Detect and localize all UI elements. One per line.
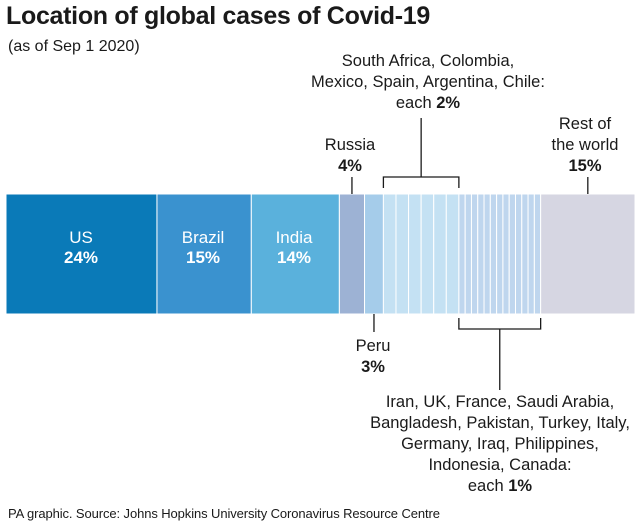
bar-segment-saudi-arabia — [477, 193, 485, 315]
label-peru: Peru 3% — [333, 336, 413, 378]
bar-segment-russia — [338, 193, 366, 315]
bar-segment-uk — [464, 193, 472, 315]
bar-segment-spain — [420, 193, 435, 315]
label-us: US 24% — [6, 228, 156, 268]
label-brazil-pct: 15% — [185, 248, 221, 267]
bar-segment-south-africa — [382, 193, 397, 315]
label-group-1pct: Iran, UK, France, Saudi Arabia, Banglade… — [350, 392, 640, 497]
bracket-group-1pct — [458, 318, 542, 330]
bar-segment-argentina — [433, 193, 447, 315]
label-brazil: Brazil 15% — [156, 228, 250, 268]
label-russia: Russia 4% — [310, 135, 390, 177]
label-rest-line2: the world — [551, 136, 619, 154]
chart-title: Location of global cases of Covid-19 — [6, 2, 430, 30]
label-india-name: India — [275, 228, 313, 247]
bracket-group-2pct — [382, 176, 460, 188]
chart-subtitle: (as of Sep 1 2020) — [8, 38, 140, 55]
bar-segment-colombia — [395, 193, 410, 315]
label-group-2pct-line1: South Africa, Colombia, — [341, 52, 515, 70]
label-group-1pct-line1: Iran, UK, France, Saudi Arabia, — [385, 393, 615, 411]
bar-segment-iran — [458, 193, 466, 315]
label-rest-line1: Rest of — [558, 115, 612, 133]
label-us-pct: 24% — [63, 248, 99, 267]
bar-segment-italy — [502, 193, 510, 315]
label-group-2pct-pct: 2% — [436, 94, 461, 112]
bar-segment-pakistan — [489, 193, 498, 315]
source-footer: PA graphic. Source: Johns Hopkins Univer… — [8, 506, 440, 521]
label-us-name: US — [69, 228, 93, 247]
bar-segment-turkey — [496, 193, 504, 315]
label-brazil-name: Brazil — [181, 228, 225, 247]
label-russia-pct: 4% — [338, 157, 362, 175]
bar-segment-us — [5, 193, 158, 315]
label-peru-name: Peru — [355, 337, 391, 355]
label-group-2pct: South Africa, Colombia, Mexico, Spain, A… — [283, 51, 573, 114]
bar-segment-mexico — [408, 193, 422, 315]
bar-segment-philippines — [521, 193, 529, 315]
label-group-1pct-pct: 1% — [508, 477, 533, 495]
bar-segment-canada — [533, 193, 542, 315]
label-group-1pct-line2: Bangladesh, Pakistan, Turkey, Italy, — [370, 414, 630, 432]
bar-segment-indonesia — [527, 193, 535, 315]
bar-segment-chile — [445, 193, 460, 315]
bar-segment-bangladesh — [483, 193, 491, 315]
label-peru-pct: 3% — [361, 358, 385, 376]
bar-segment-peru — [364, 193, 384, 315]
label-russia-name: Russia — [324, 136, 376, 154]
bar-segment-india — [250, 193, 340, 315]
label-india: India 14% — [250, 228, 338, 268]
bar-segment-iraq — [514, 193, 523, 315]
label-india-pct: 14% — [276, 248, 312, 267]
label-group-2pct-each: each — [395, 94, 437, 112]
label-group-2pct-line2: Mexico, Spain, Argentina, Chile: — [311, 73, 545, 91]
label-rest: Rest of the world 15% — [530, 114, 640, 177]
label-rest-pct: 15% — [568, 157, 602, 175]
bar-segment-germany — [508, 193, 516, 315]
label-group-1pct-line3: Germany, Iraq, Philippines, — [401, 435, 599, 453]
bar-segment-france — [470, 193, 479, 315]
bar-segment-rest-of-the-world — [540, 193, 636, 315]
label-group-1pct-line4: Indonesia, Canada: — [428, 456, 572, 474]
label-group-1pct-each: each — [467, 477, 509, 495]
